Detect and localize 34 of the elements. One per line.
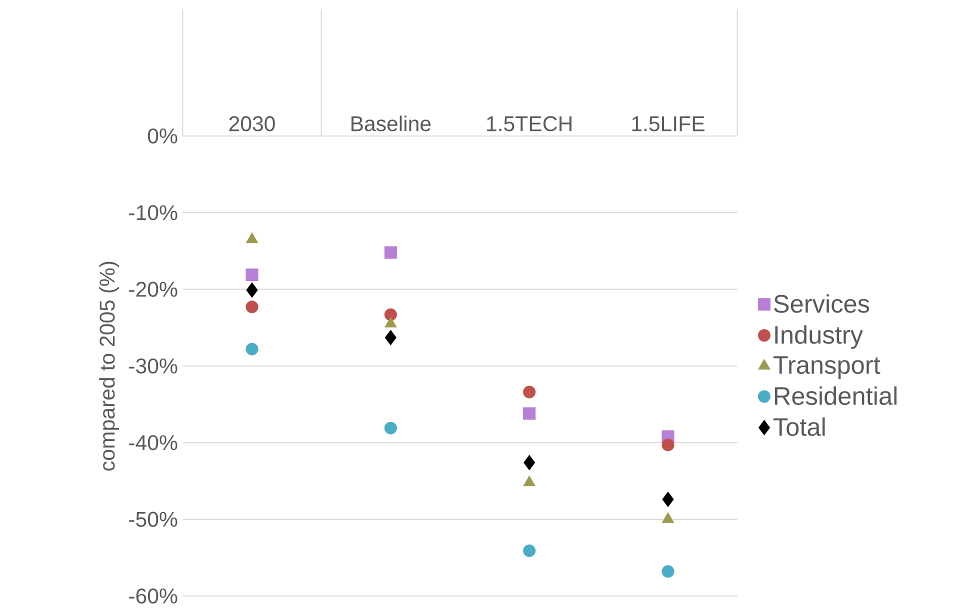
point bbox=[384, 422, 397, 434]
point bbox=[662, 565, 674, 578]
y-tick-label: -50% bbox=[129, 512, 178, 527]
x-tick-label: 2030 bbox=[229, 116, 275, 132]
y-tick-label: -40% bbox=[129, 435, 178, 450]
x-tick-label: Baseline bbox=[352, 116, 431, 132]
point bbox=[384, 246, 397, 259]
y-axis-title: compared to 2005 (%) bbox=[99, 262, 120, 471]
legend-label: Total bbox=[773, 417, 825, 436]
point bbox=[246, 282, 258, 298]
point bbox=[246, 300, 258, 314]
y-tick-label: -10% bbox=[129, 205, 178, 220]
point bbox=[523, 407, 536, 420]
point bbox=[662, 438, 674, 452]
x-tick-label: 1.5LIFE bbox=[632, 116, 704, 132]
point bbox=[384, 308, 397, 321]
point bbox=[246, 232, 258, 244]
legend-label: Industry bbox=[775, 325, 863, 349]
legend-label: Residential bbox=[774, 386, 897, 405]
y-tick-label: 0% bbox=[148, 128, 178, 144]
point bbox=[523, 386, 536, 398]
y-tick-label: -20% bbox=[129, 282, 178, 297]
point bbox=[384, 330, 396, 346]
point bbox=[246, 268, 258, 282]
y-tick-label: -30% bbox=[129, 358, 178, 374]
y-tick-label: -60% bbox=[129, 588, 178, 604]
point bbox=[662, 492, 674, 507]
x-tick-label: 1.5TECH bbox=[487, 116, 572, 132]
point bbox=[523, 544, 536, 558]
legend-label: Services bbox=[774, 294, 870, 313]
point bbox=[523, 476, 536, 486]
legend-label: Transport bbox=[773, 356, 880, 379]
point bbox=[246, 342, 258, 356]
point bbox=[524, 454, 536, 470]
